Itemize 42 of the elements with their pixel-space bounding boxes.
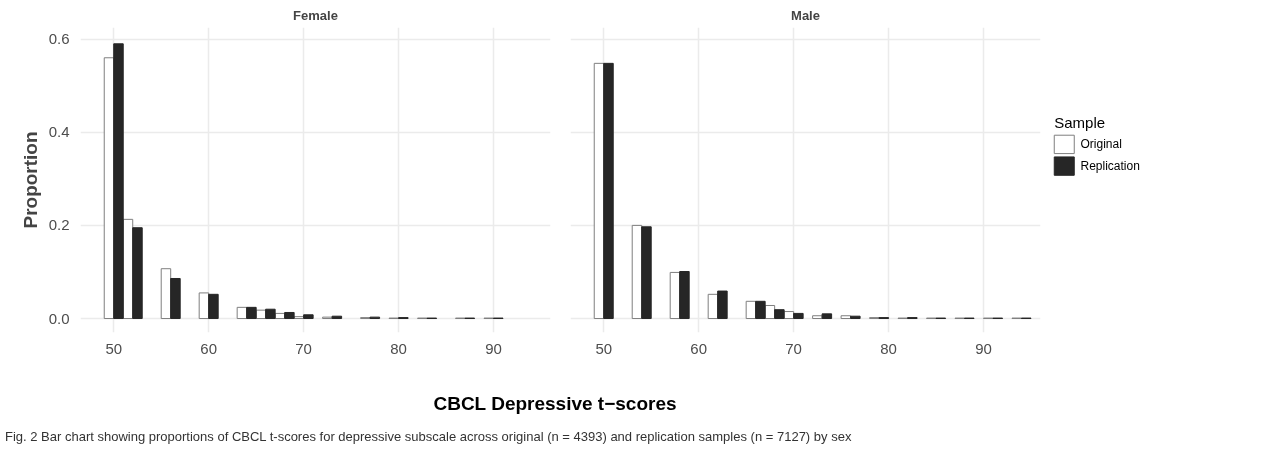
y-tick-label: 0.6 [48,30,70,48]
chart-title: Female [293,7,338,23]
bar [208,293,219,320]
bar [603,62,614,320]
y-axis-title: Proportion [19,131,41,229]
x-tick-label: 60 [200,339,218,357]
bar [246,306,257,320]
bar [793,312,804,320]
bar [679,271,690,320]
bar [774,309,785,320]
bar [113,43,124,320]
legend-label: Original [1080,137,1122,152]
bar [717,290,728,320]
bar [284,311,295,320]
x-tick-label: 80 [390,339,407,357]
bar [812,315,823,320]
caption: Fig. 2 Bar chart showing proportions of CBCL t-scores for depressive subscale across original (n = 4393) and replication samples (n = 7127) by sex [5,428,852,446]
bar [840,315,852,320]
bar [755,300,766,320]
legend-title: Sample [1054,114,1106,132]
bar [170,277,181,320]
y-tick-label: 0.4 [48,123,70,141]
bar [132,227,143,320]
x-axis-title: CBCL Depressive t−scores [433,392,677,416]
bar [850,315,861,320]
bar [331,315,343,320]
x-tick-label: 50 [595,339,613,357]
y-tick-label: 0.2 [48,216,70,234]
chart-title: Male [791,7,820,23]
legend-label: Replication [1080,159,1140,174]
x-tick-label: 60 [690,339,708,357]
x-tick-label: 70 [295,339,312,357]
x-tick-label: 50 [105,339,123,357]
bar [641,226,652,320]
x-tick-label: 70 [785,339,802,357]
bar [265,308,276,320]
x-tick-label: 90 [485,339,502,357]
bar [303,314,314,320]
y-tick-label: 0.0 [48,309,70,327]
x-tick-label: 80 [880,339,897,357]
x-tick-label: 90 [975,339,992,357]
bar [821,313,833,320]
